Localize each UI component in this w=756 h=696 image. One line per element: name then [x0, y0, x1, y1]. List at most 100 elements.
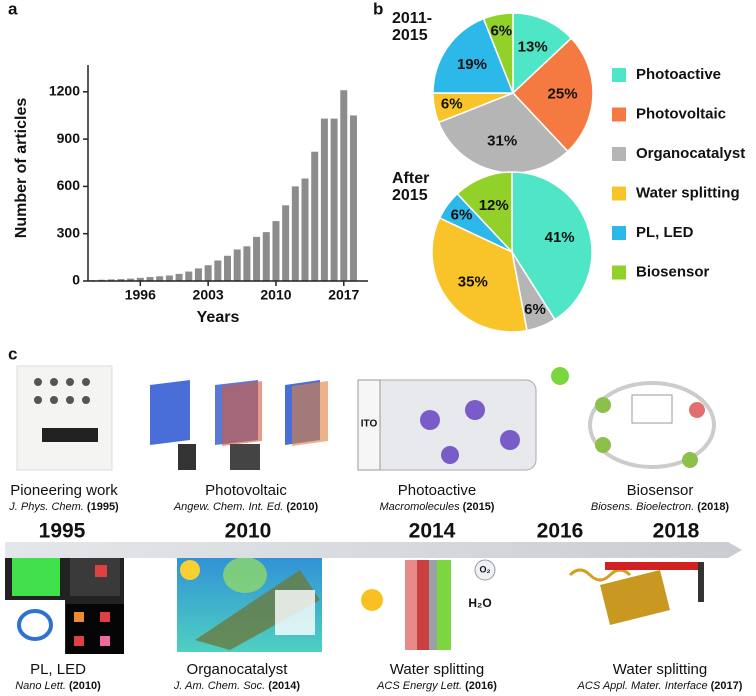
image-water-splitting-1 [361, 559, 496, 650]
pie-slice [482, 12, 514, 94]
image-pioneering [16, 365, 113, 471]
legend-swatch [612, 265, 626, 280]
y-tick-label: 0 [72, 272, 80, 288]
y-axis-label: Number of articles [13, 98, 30, 239]
pie-title: After 2015 [392, 170, 430, 204]
image-biosensor [588, 381, 716, 469]
panel-label: a [8, 0, 18, 18]
year: (2010) [286, 501, 318, 513]
image-pl-led [5, 552, 124, 654]
legend-swatch [612, 186, 626, 201]
legend-label: Water splitting [636, 184, 740, 201]
timeline-band [5, 542, 742, 558]
bar [330, 118, 338, 282]
caption-ref: Nano Lett. (2010) [15, 680, 101, 692]
bar [136, 277, 144, 281]
y-tick-label: 900 [57, 130, 81, 146]
caption-ref: Macromolecules (2015) [380, 501, 495, 513]
caption-ref: Biosens. Bioelectron. (2018) [591, 501, 730, 513]
bar [214, 260, 222, 281]
caption-ref: J. Phys. Chem. (1995) [8, 501, 119, 513]
legend-label: PL, LED [636, 224, 694, 241]
caption-title: PL, LED [30, 661, 86, 678]
caption-ref: J. Am. Chem. Soc. (2014) [173, 680, 300, 692]
pie-slice [431, 216, 528, 333]
legend-label: Biosensor [636, 263, 710, 280]
caption-ref: Angew. Chem. Int. Ed. (2010) [173, 501, 319, 513]
year: (2016) [465, 680, 497, 692]
bar [127, 278, 135, 281]
caption-title: Water splitting [613, 661, 707, 678]
pie-title: 2011-2015 [392, 10, 433, 44]
year: (1995) [87, 501, 119, 513]
bar [107, 279, 115, 281]
value-label: 19% [457, 56, 487, 73]
image-label: H₂O [468, 596, 491, 610]
journal: J. Am. Chem. Soc. [173, 680, 265, 692]
legend-label: Organocatalyst [636, 145, 745, 162]
x-tick-label: 1996 [125, 287, 156, 303]
value-label: 12% [479, 197, 509, 214]
legend-label: Photovoltaic [636, 105, 726, 122]
x-tick-label: 2017 [328, 287, 359, 303]
value-label: 6% [451, 206, 473, 223]
timeline-year: 2016 [537, 520, 584, 543]
journal: Nano Lett. [15, 680, 66, 692]
legend-label: Photoactive [636, 66, 721, 83]
journal: ACS Energy Lett. [376, 680, 462, 692]
x-tick-label: 2010 [260, 287, 291, 303]
bar [253, 236, 261, 281]
caption-title: Organocatalyst [187, 661, 289, 678]
legend-swatch [612, 107, 626, 122]
value-label: 13% [518, 38, 548, 55]
image-photovoltaic [150, 380, 328, 470]
bar [282, 205, 290, 281]
caption-title: Biosensor [627, 482, 694, 499]
bar [272, 221, 280, 281]
x-axis-label: Years [197, 309, 240, 326]
y-tick-label: 300 [57, 224, 81, 240]
y-tick-label: 600 [57, 177, 81, 193]
timeline-year: 2010 [225, 520, 272, 543]
bar [340, 90, 348, 281]
year: (2015) [463, 501, 495, 513]
caption-title: Pioneering work [10, 482, 118, 499]
journal: Macromolecules [380, 501, 461, 513]
pie-slice [512, 12, 573, 95]
timeline-arrow [5, 542, 742, 558]
journal: J. Phys. Chem. [8, 501, 84, 513]
image-detail [42, 428, 98, 442]
legend-swatch [612, 68, 626, 82]
journal: ACS Appl. Mater. Interface [577, 680, 708, 692]
bar [175, 273, 183, 281]
caption-title: Water splitting [390, 661, 484, 678]
bar [156, 276, 164, 281]
bar [146, 277, 154, 281]
year: (2018) [697, 501, 729, 513]
pie-slice [456, 171, 513, 254]
x-tick-label: 2003 [193, 287, 224, 303]
image-water-splitting-2 [568, 562, 704, 625]
pie-slice [432, 17, 515, 94]
image-label: ITO [361, 419, 378, 430]
timeline-year: 2018 [653, 520, 700, 543]
bar [311, 151, 319, 281]
caption-title: Photoactive [398, 482, 476, 499]
bar [117, 279, 125, 281]
timeline-year: 1995 [39, 520, 86, 543]
bar [224, 255, 232, 281]
value-label: 6% [524, 301, 546, 318]
image-organocatalyst [177, 552, 322, 652]
timeline-year: 2014 [409, 520, 456, 543]
value-label: 31% [487, 132, 517, 149]
bar [301, 178, 309, 281]
bar [291, 186, 299, 281]
pie-slice [511, 37, 594, 153]
image-dots [34, 378, 90, 404]
caption-title: Photovoltaic [205, 482, 287, 499]
value-label: 6% [441, 96, 463, 113]
year: (2017) [711, 680, 743, 692]
caption-ref: ACS Appl. Mater. Interface (2017) [577, 680, 743, 692]
value-label: 6% [490, 23, 512, 40]
